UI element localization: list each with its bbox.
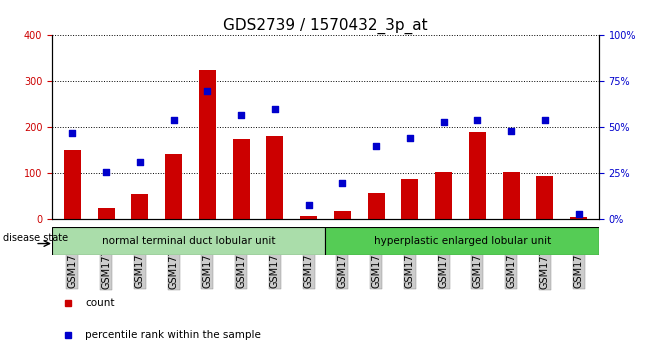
Text: disease state: disease state — [3, 233, 68, 243]
Text: percentile rank within the sample: percentile rank within the sample — [85, 330, 261, 339]
Text: normal terminal duct lobular unit: normal terminal duct lobular unit — [102, 236, 275, 246]
Bar — [300, 216, 317, 219]
Title: GDS2739 / 1570432_3p_at: GDS2739 / 1570432_3p_at — [223, 18, 428, 34]
FancyBboxPatch shape — [52, 227, 326, 255]
Point — [405, 136, 415, 141]
Bar — [266, 136, 283, 219]
Point — [371, 143, 381, 149]
Point — [202, 88, 213, 93]
Bar — [64, 150, 81, 219]
Point — [337, 180, 348, 185]
Point — [438, 119, 449, 125]
Bar — [570, 217, 587, 219]
Bar — [402, 179, 419, 219]
Point — [540, 117, 550, 123]
Point — [135, 160, 145, 165]
Point — [303, 202, 314, 207]
FancyBboxPatch shape — [326, 227, 599, 255]
Point — [169, 117, 179, 123]
Point — [472, 117, 482, 123]
Point — [236, 112, 246, 118]
Point — [67, 130, 77, 136]
Bar — [436, 172, 452, 219]
Point — [270, 106, 280, 112]
Bar — [469, 132, 486, 219]
Bar — [98, 208, 115, 219]
Bar — [199, 70, 215, 219]
Bar — [232, 139, 249, 219]
Bar — [536, 176, 553, 219]
Point — [506, 128, 516, 134]
Bar — [503, 172, 519, 219]
Bar — [165, 154, 182, 219]
Point — [101, 169, 111, 175]
Bar — [334, 211, 351, 219]
Bar — [368, 193, 385, 219]
Text: count: count — [85, 298, 115, 308]
Text: hyperplastic enlarged lobular unit: hyperplastic enlarged lobular unit — [374, 236, 551, 246]
Bar — [132, 194, 148, 219]
Point — [574, 211, 584, 217]
